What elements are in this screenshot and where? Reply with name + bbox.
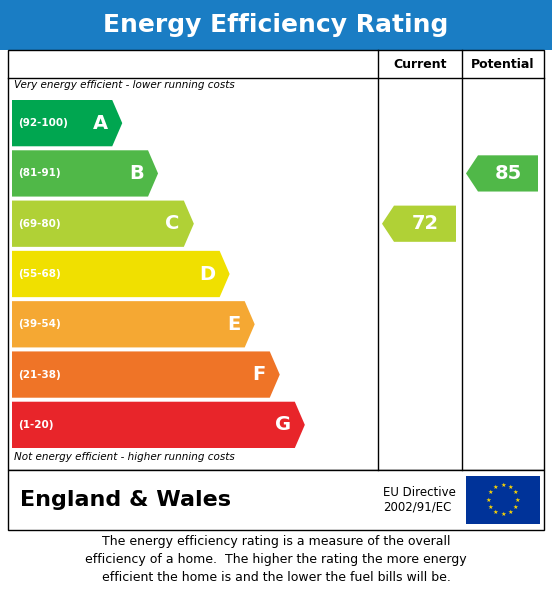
Text: D: D (199, 264, 216, 283)
Text: A: A (93, 113, 108, 132)
Text: ★: ★ (514, 498, 520, 503)
Text: ★: ★ (500, 512, 506, 517)
Polygon shape (12, 150, 158, 197)
Text: E: E (227, 315, 241, 334)
Bar (466, 476, 540, 524)
Polygon shape (382, 205, 456, 242)
Bar (8, 470, 544, 530)
Text: ★: ★ (513, 490, 518, 495)
Text: C: C (166, 214, 180, 233)
Text: (92-100): (92-100) (18, 118, 68, 128)
Polygon shape (466, 155, 538, 191)
Text: 72: 72 (411, 214, 438, 233)
Polygon shape (12, 301, 254, 348)
Text: The energy efficiency rating is a measure of the overall
efficiency of a home.  : The energy efficiency rating is a measur… (85, 535, 467, 584)
Text: ★: ★ (507, 510, 513, 515)
Text: ★: ★ (486, 498, 491, 503)
Text: ★: ★ (507, 485, 513, 490)
Text: ★: ★ (513, 504, 518, 509)
Text: G: G (275, 416, 291, 435)
Polygon shape (12, 351, 280, 398)
Bar (0, 0, 552, 50)
Text: (69-80): (69-80) (18, 219, 61, 229)
Polygon shape (12, 100, 122, 147)
Text: Potential: Potential (471, 58, 535, 70)
Text: England & Wales: England & Wales (20, 490, 231, 510)
Text: Very energy efficient - lower running costs: Very energy efficient - lower running co… (14, 80, 235, 90)
Text: Not energy efficient - higher running costs: Not energy efficient - higher running co… (14, 452, 235, 462)
Text: F: F (252, 365, 266, 384)
Polygon shape (12, 251, 230, 297)
Text: ★: ★ (493, 485, 498, 490)
Text: (55-68): (55-68) (18, 269, 61, 279)
Text: Energy Efficiency Rating: Energy Efficiency Rating (103, 13, 449, 37)
Text: B: B (129, 164, 144, 183)
Text: ★: ★ (493, 510, 498, 515)
Text: 85: 85 (495, 164, 522, 183)
Text: ★: ★ (488, 504, 493, 509)
Text: (21-38): (21-38) (18, 370, 61, 379)
Bar (8, 50, 544, 470)
Text: (1-20): (1-20) (18, 420, 54, 430)
Polygon shape (12, 402, 305, 448)
Text: ★: ★ (488, 490, 493, 495)
Text: (81-91): (81-91) (18, 169, 61, 178)
Text: Current: Current (393, 58, 447, 70)
Text: (39-54): (39-54) (18, 319, 61, 329)
Polygon shape (12, 200, 194, 247)
Text: ★: ★ (500, 483, 506, 488)
Text: EU Directive
2002/91/EC: EU Directive 2002/91/EC (383, 486, 456, 514)
